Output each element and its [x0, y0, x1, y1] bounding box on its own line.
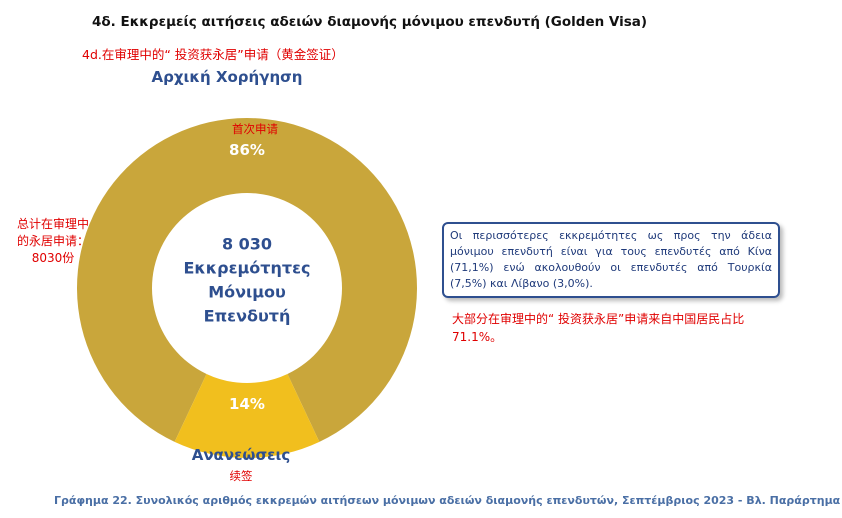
center-label: Μόνιμου — [208, 283, 286, 302]
center-label: Εκκρεμότητες — [184, 259, 311, 278]
info-box: Οι περισσότερες εκκρεμότητες ως προς την… — [442, 222, 780, 298]
value-label: 14% — [229, 395, 265, 413]
left-note: 总计在审理中 的永居申请： 8030份 — [8, 216, 98, 267]
category-label: Αρχική Χορήγηση — [151, 68, 303, 86]
note-line: 的永居申请： — [16, 234, 89, 248]
caption: Γράφημα 22. Συνολικός αριθμός εκκρεμών α… — [54, 494, 842, 507]
chart-subtitle: 4d.在审理中的“ 投资获永居”申请（黄金签证） — [82, 47, 344, 62]
center-label: Επενδυτή — [204, 307, 291, 326]
donut-slice — [77, 117, 417, 442]
donut-slice — [174, 373, 320, 458]
note-line: 8030份 — [31, 251, 75, 265]
category-label-zh: 续签 — [229, 469, 253, 483]
category-label: Ανανεώσεις — [191, 446, 291, 464]
value-label: 86% — [229, 141, 265, 159]
note-line: 总计在审理中 — [16, 217, 89, 231]
category-label-zh: 首次申请 — [232, 122, 278, 136]
red-note: 大部分在审理中的“ 投资获永居”申请来自中国居民占比71.1%。 — [452, 312, 745, 344]
chart-title: 4δ. Εκκρεμείς αιτήσεις αδειών διαμονής μ… — [92, 14, 648, 30]
center-label: 8 030 — [222, 235, 272, 254]
